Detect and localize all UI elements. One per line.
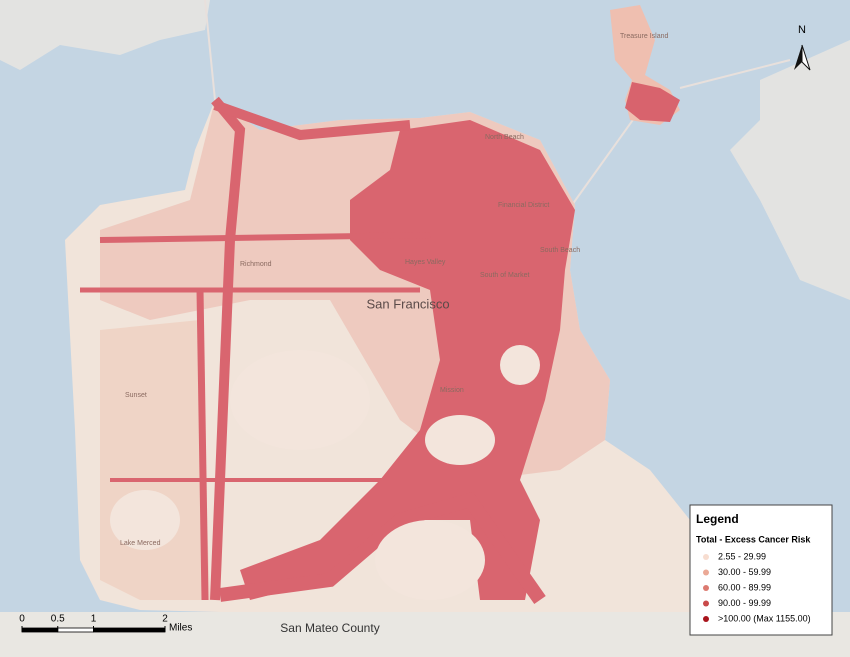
north-arrow: N	[794, 24, 811, 71]
legend-label: 30.00 - 59.99	[718, 567, 771, 577]
legend-swatch	[703, 585, 709, 591]
parks	[110, 345, 540, 600]
risk-zone	[240, 120, 575, 600]
legend-label: 60.00 - 89.99	[718, 582, 771, 592]
place-label: Financial District	[498, 202, 549, 209]
place-label: North Beach	[485, 134, 524, 141]
place-label: Treasure Island	[620, 33, 668, 40]
place-label: Lake Merced	[120, 540, 161, 547]
place-label: Richmond	[240, 261, 272, 268]
scale-label: 0.5	[51, 614, 65, 625]
legend-swatch	[703, 569, 709, 576]
legend-label: 2.55 - 29.99	[718, 551, 766, 561]
bridge	[679, 59, 791, 89]
land	[0, 612, 850, 657]
legend: Legend Total - Excess Cancer Risk 2.55 -…	[689, 504, 833, 636]
legend-label: >100.00 (Max 1155.00)	[718, 613, 811, 623]
scale-segment	[93, 627, 166, 633]
place-label: Hayes Valley	[405, 259, 446, 266]
legend-box	[689, 504, 833, 636]
place-label: South of Market	[480, 272, 529, 279]
legend-title: Legend	[696, 512, 739, 526]
legend-swatch	[703, 616, 709, 622]
scale-label: 0	[19, 614, 25, 625]
county-label: San Mateo County	[280, 621, 379, 635]
land	[0, 0, 210, 70]
bridge	[571, 109, 641, 206]
risk-zone	[625, 82, 680, 122]
risk-zone	[100, 320, 210, 600]
city-label: San Francisco	[366, 296, 449, 311]
place-label: Sunset	[125, 392, 147, 399]
legend-swatch	[703, 554, 709, 560]
north-label: N	[798, 24, 806, 36]
scale-segment	[21, 627, 59, 633]
place-label: Mission	[440, 387, 464, 394]
scale-label: 1	[91, 614, 97, 625]
place-label: South Beach	[540, 247, 580, 254]
scale-unit: Miles	[169, 623, 192, 634]
road-corridors	[80, 96, 546, 605]
legend-subtitle: Total - Excess Cancer Risk	[696, 534, 811, 544]
land	[730, 40, 850, 300]
legend-swatch	[703, 600, 709, 607]
scale-segment	[57, 627, 94, 633]
bridge	[204, 0, 216, 101]
scale-label: 2	[162, 614, 168, 625]
legend-label: 90.00 - 99.99	[718, 598, 771, 608]
